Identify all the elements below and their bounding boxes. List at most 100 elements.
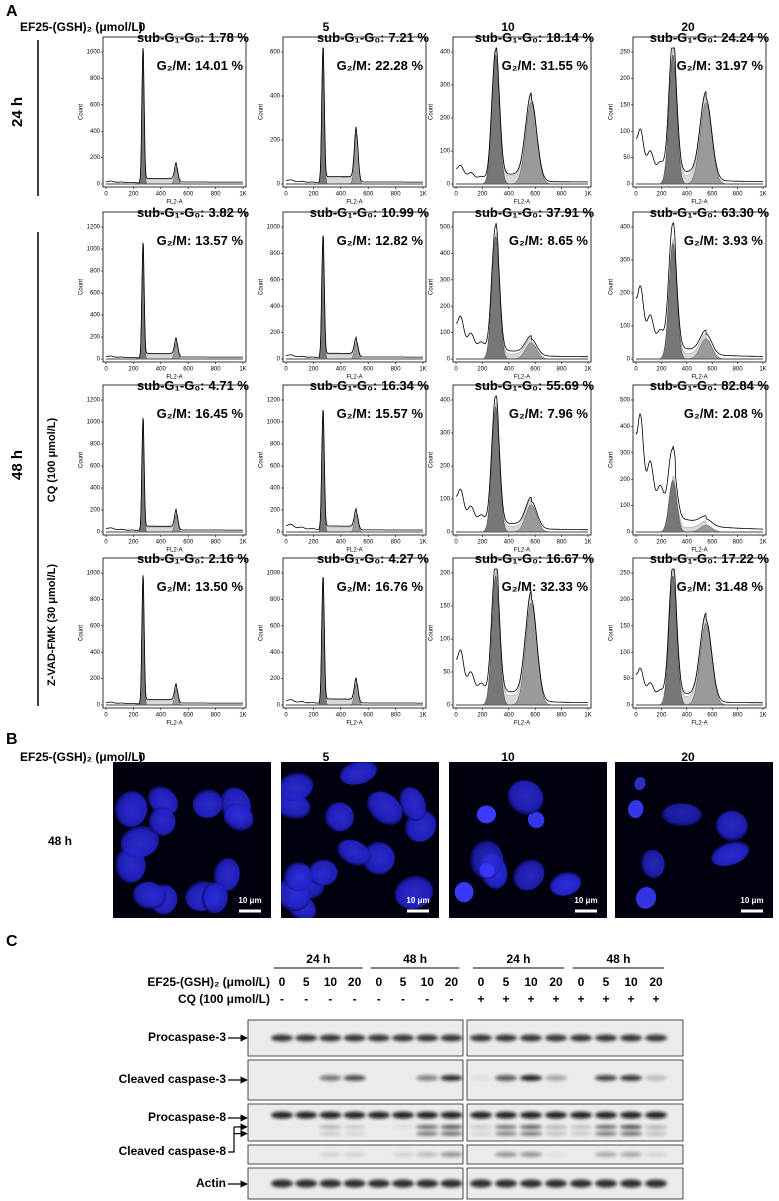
annotation-value: 22.28 % bbox=[375, 58, 423, 73]
blot-band bbox=[545, 1075, 567, 1081]
x-tick-label: 0 bbox=[454, 192, 458, 198]
y-axis-label: Count bbox=[79, 104, 85, 120]
x-tick-label: 600 bbox=[363, 540, 374, 546]
annotation-value: 15.57 % bbox=[375, 406, 423, 421]
histogram: 0 100 200 300 400 500 0 200 400 600 800 1K FL2-A Coun… bbox=[429, 205, 595, 380]
x-tick-label: 800 bbox=[211, 713, 222, 719]
nucleus bbox=[399, 786, 427, 822]
annotation-label: G₂/M: bbox=[337, 579, 372, 594]
annotation-value: 55.69 % bbox=[546, 378, 594, 393]
annotation-label: G₂/M: bbox=[502, 58, 537, 73]
x-tick-label: 1K bbox=[759, 540, 766, 546]
x-tick-label: 1K bbox=[239, 713, 246, 719]
y-tick-label: 600 bbox=[90, 623, 101, 629]
nucleus bbox=[634, 776, 646, 791]
x-tick-label: 0 bbox=[104, 367, 108, 373]
lane-dose: 5 bbox=[303, 975, 310, 989]
annotation-label: G₂/M: bbox=[337, 406, 372, 421]
blot-band bbox=[520, 1111, 542, 1119]
blot-band bbox=[495, 1111, 517, 1119]
x-tick-label: 200 bbox=[477, 367, 488, 373]
blot-band bbox=[416, 1124, 439, 1129]
histogram: 0 100 200 300 400 500 0 200 400 600 800 1K FL2-A Coun… bbox=[609, 378, 770, 553]
nuclei bbox=[281, 762, 437, 918]
y-tick-label: 400 bbox=[440, 251, 451, 257]
y-tick-label: 800 bbox=[90, 76, 101, 82]
y-axis-label: Count bbox=[259, 452, 265, 468]
y-tick-label: 50 bbox=[443, 670, 450, 676]
x-tick-label: 400 bbox=[504, 367, 515, 373]
blot-band bbox=[440, 1111, 463, 1119]
histogram-outline bbox=[635, 222, 763, 357]
row-label: 48 h bbox=[48, 834, 72, 848]
histogram: 0 200 400 600 800 1000 0 200 400 600 800 1K FL2-A Cou… bbox=[259, 551, 430, 726]
nuclei bbox=[114, 785, 254, 915]
x-axis-label: FL2-A bbox=[346, 375, 362, 381]
y-tick-label: 1000 bbox=[267, 420, 281, 426]
lane-cq: - bbox=[304, 992, 308, 1006]
y-tick-label: 1200 bbox=[87, 225, 101, 231]
g2m-annotation: G₂/M: 2.08 % bbox=[684, 406, 764, 421]
g2m-annotation: G₂/M: 13.50 % bbox=[157, 579, 244, 594]
x-tick-label: 400 bbox=[336, 540, 347, 546]
annotation-value: 2.16 % bbox=[209, 551, 250, 566]
y-tick-label: 300 bbox=[620, 450, 631, 456]
sub-g1-annotation: sub-G₁-G₀: 24.24 % bbox=[650, 30, 770, 45]
blot-band bbox=[620, 1152, 642, 1157]
dose-label: 10 bbox=[501, 20, 515, 34]
x-tick-label: 200 bbox=[656, 367, 667, 373]
histogram-outline bbox=[286, 47, 423, 183]
blot-band bbox=[520, 1179, 542, 1188]
blot-band bbox=[343, 1111, 366, 1119]
blot-label: Actin bbox=[196, 1176, 226, 1190]
histogram: 0 200 400 600 800 1000 0 200 400 600 800 1K FL2-A Cou… bbox=[79, 30, 250, 205]
x-axis-label: FL2-A bbox=[346, 721, 362, 727]
x-tick-label: 0 bbox=[104, 540, 108, 546]
x-tick-label: 1K bbox=[419, 540, 426, 546]
lane-dose: 20 bbox=[549, 975, 563, 989]
g1-peak-fill bbox=[636, 480, 763, 533]
y-tick-label: 1000 bbox=[87, 50, 101, 56]
x-tick-label: 0 bbox=[284, 367, 288, 373]
x-tick-label: 800 bbox=[733, 540, 744, 546]
annotation-value: 16.67 % bbox=[546, 551, 594, 566]
y-tick-label: 200 bbox=[620, 76, 631, 82]
blot-band bbox=[416, 1111, 439, 1119]
y-tick-label: 200 bbox=[90, 335, 101, 341]
nucleus bbox=[192, 789, 223, 819]
y-tick-label: 300 bbox=[620, 258, 631, 264]
x-axis-label: FL2-A bbox=[514, 548, 530, 554]
x-tick-label: 1K bbox=[584, 367, 591, 373]
panel-label: C bbox=[6, 933, 18, 950]
g2m-annotation: G₂/M: 32.33 % bbox=[502, 579, 589, 594]
g1-peak-fill bbox=[286, 236, 423, 360]
y-tick-label: 0 bbox=[447, 530, 451, 536]
y-tick-label: 200 bbox=[90, 676, 101, 682]
y-tick-label: 1000 bbox=[87, 571, 101, 577]
g1-peak-fill bbox=[456, 236, 588, 360]
plot-frame bbox=[632, 384, 767, 536]
blot-band bbox=[392, 1179, 414, 1188]
g1-peak-fill bbox=[106, 48, 243, 185]
blot-band bbox=[545, 1111, 567, 1119]
lane-dose: 20 bbox=[348, 975, 362, 989]
blot-band bbox=[295, 1111, 318, 1119]
blot-band bbox=[495, 1152, 517, 1157]
y-tick-label: 250 bbox=[620, 50, 631, 56]
y-tick-label: 100 bbox=[440, 149, 451, 155]
blot-label: Procaspase-8 bbox=[148, 1110, 226, 1124]
g2m-annotation: G₂/M: 8.65 % bbox=[509, 233, 589, 248]
x-axis-label: FL2-A bbox=[166, 548, 182, 554]
x-tick-label: 400 bbox=[156, 192, 167, 198]
y-axis-label: Count bbox=[609, 452, 615, 468]
nucleus bbox=[120, 825, 160, 858]
nucleus bbox=[507, 780, 544, 815]
nucleus bbox=[394, 875, 434, 909]
lane-dose: 5 bbox=[603, 975, 610, 989]
y-axis-label: Count bbox=[259, 279, 265, 295]
x-tick-label: 600 bbox=[530, 540, 541, 546]
nucleus bbox=[662, 803, 703, 827]
y-tick-label: 100 bbox=[620, 650, 631, 656]
blot-band bbox=[319, 1111, 342, 1119]
blot-panel bbox=[466, 1103, 684, 1142]
